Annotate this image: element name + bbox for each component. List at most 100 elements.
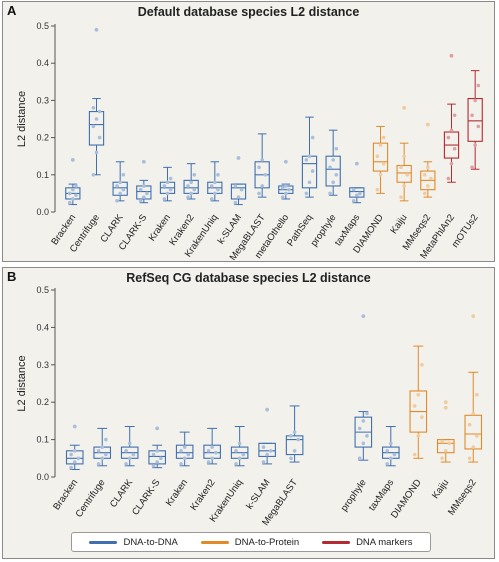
panel-b-data-point <box>357 426 362 431</box>
panel-a-iqr-box <box>467 97 483 142</box>
legend-label-dna-to-protein: DNA-to-Protein <box>234 536 300 548</box>
panel-b-y-tick-label: 0.5 <box>36 285 49 295</box>
panel-a-data-point <box>429 176 433 181</box>
panel-b-data-point <box>385 449 389 453</box>
panel-b-category-label-clark: CLARK <box>108 477 136 510</box>
panel-a-data-point <box>470 113 474 118</box>
panel-a-data-point <box>381 161 386 166</box>
panel-a-box-diamond <box>372 125 389 194</box>
panel-a-data-point <box>115 184 119 188</box>
panel-b-outlier-point <box>361 314 366 319</box>
legend-label-dna-to-dna: DNA-to-DNA <box>123 536 178 548</box>
panel-a-data-point <box>381 135 386 140</box>
panel-b-data-point <box>206 449 211 453</box>
panel-b-data-point <box>440 439 444 444</box>
panel-b-data-point <box>365 434 369 438</box>
panel-a-data-point <box>473 98 477 103</box>
panel-b-data-point <box>127 456 132 461</box>
panel-b-data-point <box>475 434 479 438</box>
panel-b-category-label-taxmaps: taxMaps <box>367 477 397 513</box>
panel-b-data-point <box>96 462 101 466</box>
panel-a-data-point <box>121 173 126 177</box>
legend-swatch-dna-to-protein <box>200 540 229 544</box>
panel-a-box-megablast <box>254 133 270 198</box>
panel-a-data-point <box>402 184 406 188</box>
panel-a-data-point <box>375 187 380 192</box>
panel-b-box-megablast <box>285 405 304 463</box>
panel-a-data-point <box>307 180 312 185</box>
panel-b-data-point <box>69 465 73 470</box>
panel-b-data-point <box>213 450 218 455</box>
panel-b-outlier-point <box>265 407 270 412</box>
panel-a-outlier-point <box>449 53 454 58</box>
panel-b-data-point <box>159 456 163 461</box>
panel-a-data-point <box>162 184 167 188</box>
panel-b-data-point <box>467 456 472 461</box>
panel-b-data-point <box>392 452 397 457</box>
panel-b-data-point <box>206 460 211 464</box>
panel-a-data-point <box>239 187 244 192</box>
panel-b-data-point <box>182 456 187 461</box>
panel-a-iqr-box <box>372 142 389 172</box>
panel-b-y-tick-label: 0.2 <box>36 397 49 407</box>
panel-a-data-point <box>94 150 99 155</box>
panel-a-data-point <box>209 197 214 201</box>
panel-b-box-kraken2 <box>203 427 221 465</box>
legend-swatch-dna-markers <box>322 540 351 544</box>
panel-a-data-point <box>67 200 72 205</box>
panel-b-data-point <box>69 452 73 457</box>
panel-b-data-point <box>389 441 393 446</box>
panel-a-data-point <box>213 180 217 185</box>
panel-a-iqr-box <box>230 183 247 200</box>
panel-a-data-point <box>74 184 78 188</box>
panel-a-data-point <box>236 195 241 199</box>
panel-b-y-tick-label: 0.0 <box>36 472 49 482</box>
panel-a-box-metaphlan2 <box>443 53 460 183</box>
panel-b-outlier-point <box>443 405 448 410</box>
panel-b-data-point <box>440 456 444 461</box>
panel-b-data-point <box>100 456 105 461</box>
panel-a-data-point <box>142 195 146 199</box>
panel-a-data-point <box>334 173 339 177</box>
panel-b-y-axis-label: L2 distance <box>16 355 28 411</box>
panel-a-data-point <box>402 154 406 158</box>
panel-a-box-clark <box>112 161 128 203</box>
panel-b-data-point <box>76 456 81 461</box>
panel-b-category-label-kraken: Kraken <box>164 477 190 508</box>
panel-b-box-kaiju <box>436 400 455 463</box>
panel-b-data-point <box>100 445 105 449</box>
panel-a-box-krakenuniq <box>207 161 223 202</box>
legend-label-dna-markers: DNA markers <box>356 536 413 548</box>
panel-b-data-point <box>234 449 238 453</box>
panel-a-data-point <box>168 187 173 192</box>
panel-a-iqr-box <box>349 187 365 198</box>
panel-a-data-point <box>358 191 362 196</box>
panel-a-data-point <box>378 143 383 147</box>
panel-b-data-point <box>96 449 101 453</box>
panel-b-data-point <box>292 430 297 434</box>
panel-b-iqr-box <box>258 442 276 457</box>
panel-a-data-point <box>334 146 339 151</box>
panel-a-data-point <box>118 180 122 185</box>
panel-a-y-tick-label: 0.3 <box>36 95 49 105</box>
panel-b-data-point <box>182 445 187 449</box>
panel-b-outlier-point <box>72 424 77 429</box>
panel-b-category-label-bracken: Bracken <box>51 477 80 512</box>
panel-a-data-point <box>121 187 126 192</box>
panel-b-data-point <box>361 419 366 423</box>
panel-b-category-label-kraken2: Kraken2 <box>188 477 217 512</box>
legend-swatch-dna-to-dna <box>89 540 118 544</box>
panel-a-box-clark-s <box>136 159 152 204</box>
panel-a-data-point <box>71 197 75 201</box>
panel-a-data-point <box>209 184 214 188</box>
panel-a-box-pathseq <box>301 116 318 198</box>
panel-b-y-tick-label: 0.4 <box>36 322 49 332</box>
panel-a-data-point <box>310 169 315 173</box>
panel-a-data-point <box>233 200 238 205</box>
panel-a-letter: A <box>7 3 17 18</box>
panel-a-outlier-point <box>354 161 359 166</box>
panel-a-data-point <box>186 184 190 188</box>
panel-a-box-taxmaps <box>349 161 365 204</box>
panel-b-title: RefSeq CG database species L2 distance <box>126 271 371 285</box>
panel-a-data-point <box>189 191 193 196</box>
